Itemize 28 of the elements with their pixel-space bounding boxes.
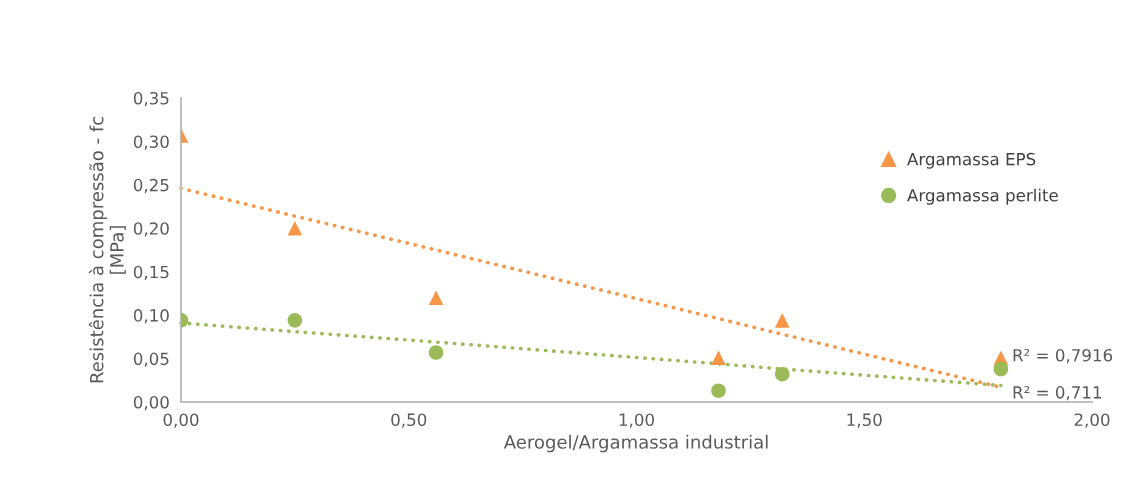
point bbox=[287, 221, 303, 236]
x-tick-label: 2,00 bbox=[1074, 413, 1110, 428]
y-tick-label: 0,05 bbox=[133, 352, 169, 367]
legend-label: Argamassa EPS bbox=[907, 152, 1036, 169]
x-tick-label: 1,00 bbox=[619, 413, 654, 428]
x-tick-label: 0,50 bbox=[391, 413, 427, 428]
x-axis-title: Aerogel/Argamassa industrial bbox=[503, 434, 768, 453]
point bbox=[711, 350, 726, 365]
x-tick-label: 1,50 bbox=[847, 413, 882, 428]
point bbox=[993, 361, 1009, 377]
point bbox=[774, 366, 790, 382]
y-tick-label: 0,00 bbox=[133, 395, 169, 411]
point bbox=[711, 383, 726, 398]
y-axis-title: Resistência à compressão - fc [MPa] bbox=[88, 117, 126, 383]
annotation: R² = 0,711 bbox=[1013, 386, 1102, 401]
point bbox=[287, 313, 303, 328]
x-tick-label: 0,00 bbox=[163, 413, 199, 428]
point bbox=[428, 290, 444, 306]
y-tick-label: 0,10 bbox=[133, 309, 169, 324]
point bbox=[428, 345, 444, 360]
legend-label: Argamassa perlite bbox=[907, 188, 1058, 205]
y-tick-label: 0,35 bbox=[133, 91, 169, 107]
y-tick-label: 0,20 bbox=[133, 222, 169, 237]
y-tick-label: 0,30 bbox=[133, 135, 169, 150]
point bbox=[774, 313, 790, 328]
y-tick-label: 0,15 bbox=[133, 265, 169, 280]
y-tick-label: 0,25 bbox=[133, 178, 169, 194]
annotation: R² = 0,7916 bbox=[1013, 348, 1113, 364]
